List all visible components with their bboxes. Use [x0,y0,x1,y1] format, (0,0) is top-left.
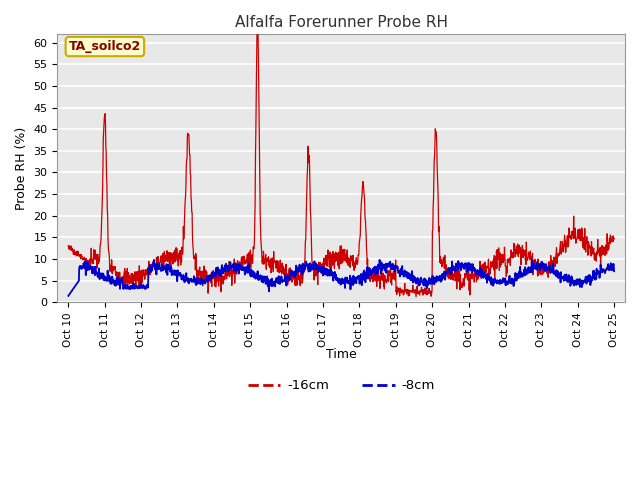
X-axis label: Time: Time [326,348,356,361]
Title: Alfalfa Forerunner Probe RH: Alfalfa Forerunner Probe RH [235,15,448,30]
Y-axis label: Probe RH (%): Probe RH (%) [15,127,28,210]
Text: TA_soilco2: TA_soilco2 [68,40,141,53]
Legend: -16cm, -8cm: -16cm, -8cm [242,374,440,398]
